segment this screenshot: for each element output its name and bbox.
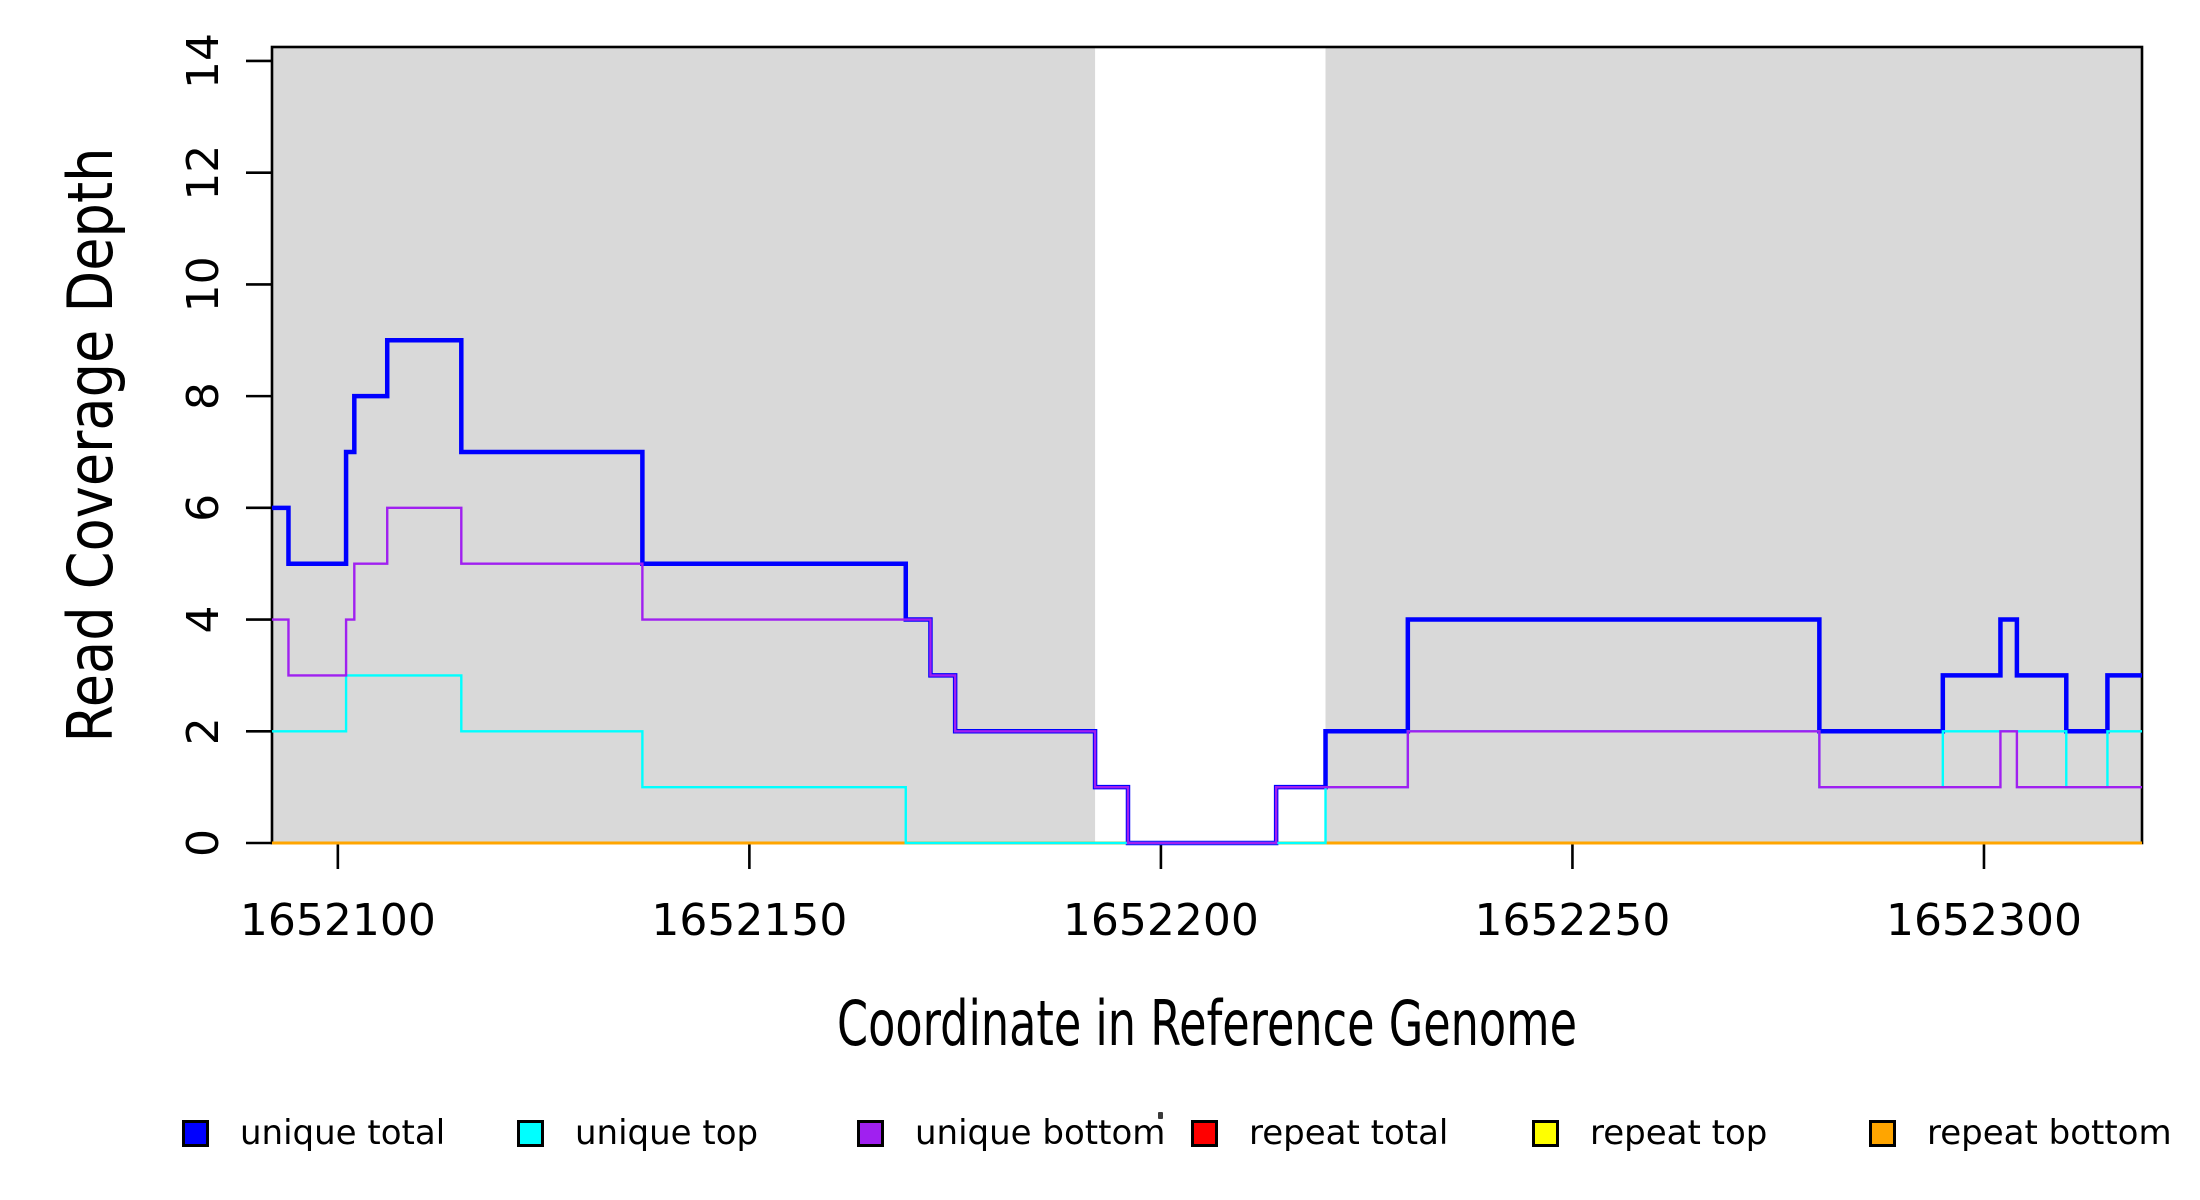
legend-item-repeat-bottom: repeat bottom bbox=[1869, 1111, 2172, 1155]
legend-label: unique total bbox=[240, 1113, 446, 1153]
legend-item-repeat-total: repeat total bbox=[1191, 1111, 1448, 1155]
x-axis-title: Coordinate in Reference Genome bbox=[837, 987, 1577, 1060]
legend-swatch-icon bbox=[857, 1119, 884, 1147]
y-axis-title: Read Coverage Depth bbox=[54, 148, 127, 743]
y-tick-label: 12 bbox=[178, 145, 229, 201]
legend-swatch-icon bbox=[517, 1119, 544, 1147]
y-tick-label: 14 bbox=[178, 33, 229, 89]
legend-label: repeat bottom bbox=[1927, 1113, 2172, 1153]
x-tick-label: 1652150 bbox=[651, 895, 847, 946]
y-tick-label: 10 bbox=[178, 256, 229, 312]
x-tick-label: 1652250 bbox=[1474, 895, 1670, 946]
shaded-region-2 bbox=[1325, 47, 2142, 843]
x-tick-label: 1652100 bbox=[240, 895, 436, 946]
legend-swatch-icon bbox=[1869, 1119, 1896, 1147]
y-tick-label: 4 bbox=[178, 606, 229, 634]
legend-item-unique-bottom: unique bottom bbox=[857, 1111, 1165, 1155]
legend-swatch-icon bbox=[1191, 1119, 1218, 1147]
legend-label: repeat total bbox=[1249, 1113, 1449, 1153]
x-tick-label: 1652300 bbox=[1886, 895, 2082, 946]
y-tick-label: 0 bbox=[178, 829, 229, 857]
shaded-region-1 bbox=[272, 47, 1096, 843]
legend-swatch-icon bbox=[1532, 1119, 1559, 1147]
legend-label: unique bottom bbox=[915, 1113, 1166, 1153]
legend-label: unique top bbox=[575, 1113, 759, 1153]
legend-item-unique-total: unique total bbox=[182, 1111, 445, 1155]
y-tick-label: 6 bbox=[178, 494, 229, 522]
legend-swatch-icon bbox=[182, 1119, 209, 1147]
y-tick-label: 8 bbox=[178, 382, 229, 410]
series-unique-bottom bbox=[272, 506, 2142, 845]
legend-item-unique-top: unique top bbox=[517, 1111, 758, 1155]
legend-label: repeat top bbox=[1590, 1113, 1768, 1153]
legend-item-repeat-top: repeat top bbox=[1532, 1111, 1767, 1155]
y-tick-label: 2 bbox=[178, 717, 229, 745]
stray-mark bbox=[1158, 1112, 1163, 1119]
x-tick-label: 1652200 bbox=[1063, 895, 1259, 946]
